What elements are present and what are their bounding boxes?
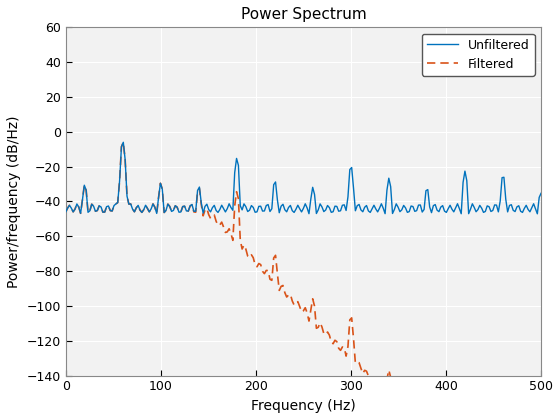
Unfiltered [111,203,118,208]
Unfiltered [62,209,69,214]
Line: Unfiltered: Unfiltered [66,142,541,214]
Unfiltered [120,140,127,145]
Filtered [62,210,69,215]
Filtered [120,140,127,145]
Unfiltered [315,207,321,213]
Unfiltered [217,207,223,212]
X-axis label: Frequency (Hz): Frequency (Hz) [251,399,356,413]
Unfiltered [319,205,325,210]
Filtered [192,210,199,215]
Filtered [319,325,325,330]
Unfiltered [534,211,541,216]
Unfiltered [192,209,199,214]
Legend: Unfiltered, Filtered: Unfiltered, Filtered [422,34,535,76]
Y-axis label: Power/frequency (dB/Hz): Power/frequency (dB/Hz) [7,115,21,288]
Filtered [217,222,223,227]
Filtered [538,416,544,420]
Unfiltered [538,191,544,196]
Filtered [111,203,118,208]
Line: Filtered: Filtered [66,142,541,418]
Filtered [261,271,268,276]
Filtered [315,325,321,330]
Title: Power Spectrum: Power Spectrum [241,7,366,22]
Unfiltered [261,208,268,213]
